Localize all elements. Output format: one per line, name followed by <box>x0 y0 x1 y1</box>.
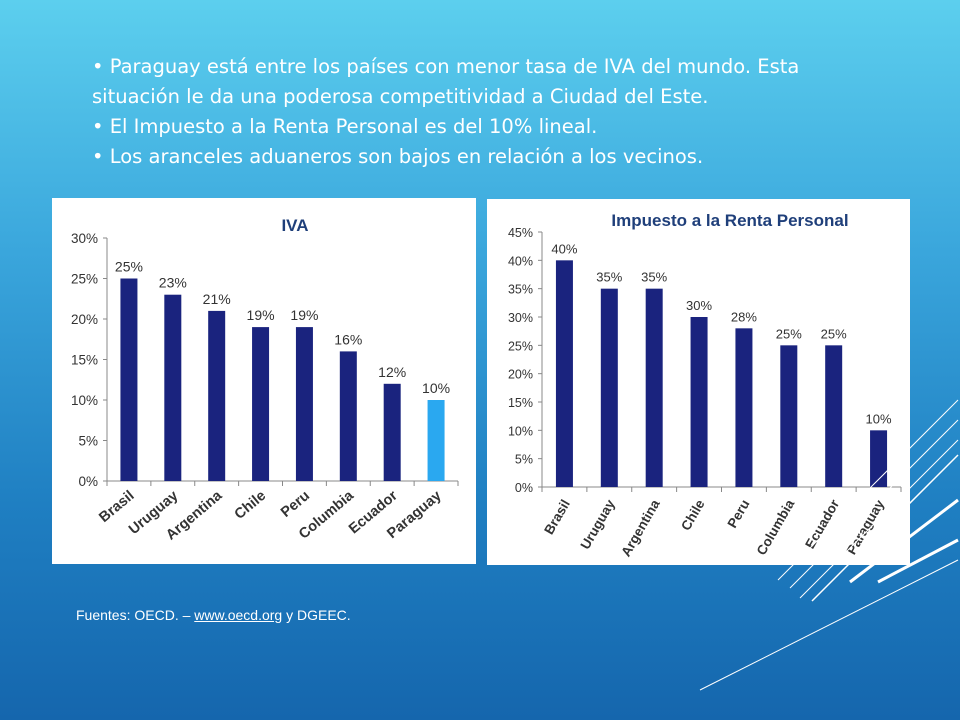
y-tick-label: 15% <box>508 396 533 410</box>
y-tick-label: 0% <box>515 481 533 495</box>
bar-argentina <box>208 310 226 481</box>
bar-chile <box>690 317 708 487</box>
bar-uruguay <box>164 294 182 481</box>
y-tick-label: 45% <box>508 226 533 240</box>
data-label: 25% <box>821 326 847 341</box>
x-tick-label: Brasil <box>541 497 573 537</box>
bar-paraguay <box>427 400 445 481</box>
bar-peru <box>735 328 753 487</box>
bullet-iva: • Paraguay está entre los países con men… <box>92 55 800 108</box>
y-tick-label: 35% <box>508 283 533 297</box>
data-label: 40% <box>551 241 577 256</box>
data-label: 19% <box>247 307 275 323</box>
x-tick-label: Ecuador <box>802 496 842 551</box>
x-tick-label: Peru <box>725 497 753 530</box>
y-tick-label: 5% <box>515 453 533 467</box>
data-label: 16% <box>334 331 362 347</box>
bullet-aranceles: • Los aranceles aduaneros son bajos en r… <box>92 145 704 168</box>
y-tick-label: 5% <box>78 434 98 449</box>
chart-renta-panel: Impuesto a la Renta Personal 0% 5% 10% 15% 20… <box>487 199 910 565</box>
oecd-link[interactable]: www.oecd.org <box>194 607 283 623</box>
sources-suffix: y DGEEC. <box>282 607 351 623</box>
sources-prefix: Fuentes: OECD. – <box>76 607 195 623</box>
deco-line <box>699 559 959 691</box>
x-tick-label: Paraguay <box>844 497 888 558</box>
data-label: 12% <box>378 364 406 380</box>
x-tick-label: Columbia <box>754 497 798 558</box>
data-label: 25% <box>776 326 802 341</box>
data-label: 28% <box>731 309 757 324</box>
data-label: 30% <box>686 298 712 313</box>
x-tick-label: Argentina <box>618 497 663 559</box>
y-tick-label: 25% <box>508 339 533 353</box>
y-tick-label: 0% <box>78 474 98 489</box>
bar-chile <box>252 327 270 481</box>
sources-note: Fuentes: OECD. – www.oecd.org y DGEEC. <box>76 607 351 623</box>
y-tick-label: 40% <box>508 254 533 268</box>
x-tick-label: Uruguay <box>578 497 619 552</box>
bar-columbia <box>780 345 798 487</box>
y-tick-label: 10% <box>71 393 98 408</box>
bar-ecuador <box>825 345 843 487</box>
x-tick-label: Chile <box>232 488 269 523</box>
y-tick-label: 25% <box>71 272 98 287</box>
data-label: 35% <box>641 270 667 285</box>
bar-brasil <box>555 260 573 487</box>
bullet-list: • Paraguay está entre los países con men… <box>92 52 852 172</box>
bar-paraguay <box>870 430 888 487</box>
chart-renta: Impuesto a la Renta Personal 0% 5% 10% 15% 20… <box>508 211 902 559</box>
bullet-renta: • El Impuesto a la Renta Personal es del… <box>92 115 598 138</box>
bar-peru <box>295 327 313 481</box>
chart-title: IVA <box>281 216 308 235</box>
y-tick-label: 10% <box>508 424 533 438</box>
bar-uruguay <box>600 288 618 487</box>
chart-iva-panel: IVA 0% 5% 10% 15% 20% 25% 30% 25% Brasil 23% Urugua… <box>52 198 476 564</box>
bar-brasil <box>120 278 138 481</box>
x-tick-label: Peru <box>278 488 313 521</box>
y-tick-label: 20% <box>71 312 98 327</box>
data-label: 35% <box>596 270 622 285</box>
y-tick-label: 30% <box>508 311 533 325</box>
y-tick-label: 30% <box>71 231 98 246</box>
bar-argentina <box>645 288 663 487</box>
data-label: 21% <box>203 291 231 307</box>
x-tick-label: Chile <box>678 497 708 534</box>
data-label: 19% <box>290 307 318 323</box>
bar-ecuador <box>383 383 401 481</box>
y-tick-label: 15% <box>71 353 98 368</box>
data-label: 10% <box>866 411 892 426</box>
data-label: 23% <box>159 275 187 291</box>
chart-title: Impuesto a la Renta Personal <box>611 211 848 230</box>
data-label: 25% <box>115 259 143 275</box>
data-label: 10% <box>422 380 450 396</box>
y-tick-label: 20% <box>508 368 533 382</box>
chart-iva: IVA0%5%10%15%20%25%30%25%Brasil23%Urugua… <box>71 216 459 544</box>
bar-columbia <box>339 351 357 481</box>
